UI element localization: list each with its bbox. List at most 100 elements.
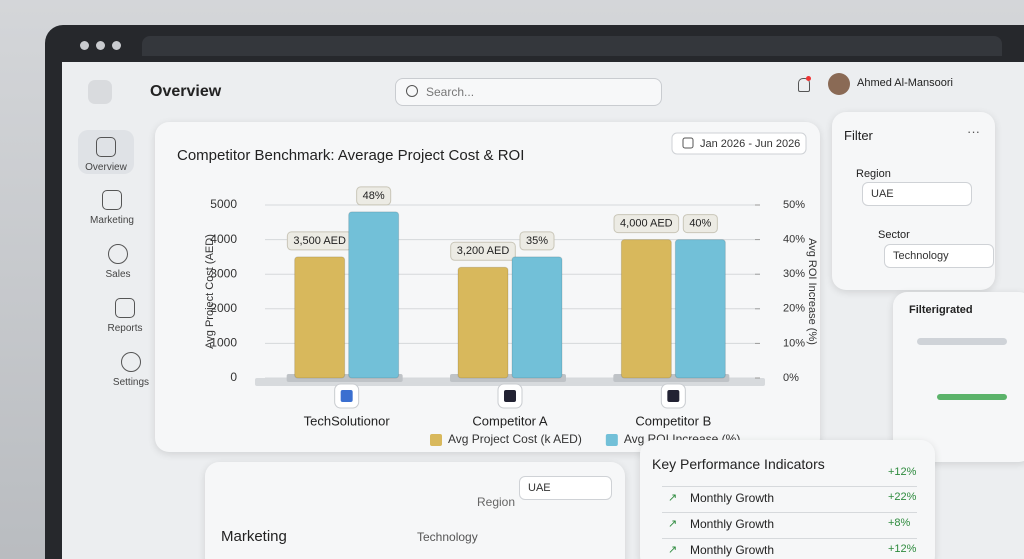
marketing-title: Marketing bbox=[221, 528, 287, 545]
nav-label: Reports bbox=[107, 323, 143, 334]
value-label: 3,500 AED bbox=[293, 235, 346, 247]
company-logo-mark bbox=[504, 390, 516, 402]
filter-card: Filter ··· Region UAE Sector Technology bbox=[832, 112, 995, 290]
bar bbox=[620, 239, 672, 379]
nav-icon bbox=[108, 244, 128, 264]
filter-title: Filter bbox=[844, 128, 873, 143]
value-label-bg bbox=[519, 231, 555, 251]
placeholder-bar bbox=[917, 338, 1007, 345]
value-label: 3,200 AED bbox=[457, 245, 510, 257]
kpi-value: +12% bbox=[888, 466, 917, 478]
nav-label: Settings bbox=[112, 377, 150, 388]
window-dot bbox=[80, 41, 89, 50]
nav-icon bbox=[121, 352, 141, 372]
y2-tick-label: 0% bbox=[783, 372, 799, 384]
y2-tick-label: 40% bbox=[783, 234, 805, 246]
avatar[interactable] bbox=[828, 73, 850, 95]
notification-dot bbox=[806, 76, 811, 81]
y-axis-label: Avg Project Cost (AED) bbox=[204, 234, 216, 349]
y-tick-label: 4000 bbox=[210, 232, 237, 246]
nav-icon bbox=[115, 298, 135, 318]
value-label: 35% bbox=[526, 235, 548, 247]
kpi-title: Key Performance Indicators bbox=[652, 456, 825, 472]
search-box[interactable]: Search... bbox=[395, 78, 662, 106]
kpi-row: ↗ Monthly Growth +12% bbox=[662, 538, 917, 559]
x-tick-label: TechSolutionor bbox=[304, 413, 391, 428]
nav-label: Marketing bbox=[90, 215, 134, 226]
nav-icon bbox=[96, 137, 116, 157]
value-label-group: 4,000 AED bbox=[613, 214, 680, 234]
y2-tick-label: 10% bbox=[783, 337, 805, 349]
legend-label: Avg Project Cost (k AED) bbox=[448, 432, 582, 446]
x-tick-label: Competitor A bbox=[472, 413, 547, 428]
bar bbox=[457, 266, 509, 379]
chart-title: Competitor Benchmark: Average Project Co… bbox=[177, 147, 524, 164]
marketing-card: Marketing Region UAE Technology bbox=[205, 462, 625, 559]
browser-tab-bar bbox=[142, 36, 1002, 56]
trend-icon: ↗ bbox=[668, 492, 678, 504]
kpi-row: ↗ Monthly Growth +8% bbox=[662, 512, 917, 535]
bar bbox=[511, 256, 563, 379]
value-label-group: 35% bbox=[519, 231, 555, 251]
logo bbox=[88, 80, 112, 104]
user-name[interactable]: Ahmed Al-Mansoori bbox=[857, 77, 953, 89]
y2-tick-label: 50% bbox=[783, 199, 805, 211]
y2-tick-label: 20% bbox=[783, 303, 805, 315]
kpi-value: +22% bbox=[888, 491, 917, 503]
y-tick-label: 2000 bbox=[210, 301, 237, 315]
kpi-label: Monthly Growth bbox=[690, 543, 775, 557]
legend-swatch bbox=[430, 434, 442, 446]
y-tick-label: 0 bbox=[230, 370, 237, 384]
search-placeholder: Search... bbox=[426, 85, 475, 99]
calendar-icon bbox=[682, 137, 694, 149]
trend-icon: ↗ bbox=[668, 544, 678, 556]
side-card-title: Filterigrated bbox=[909, 304, 973, 316]
y2-axis-label: Avg ROI Increase (%) bbox=[806, 238, 818, 345]
y-tick-label: 3000 bbox=[210, 266, 237, 280]
nav-item[interactable]: Marketing bbox=[77, 190, 147, 226]
company-logo-mark bbox=[340, 390, 353, 402]
sector-select[interactable]: Technology bbox=[884, 244, 994, 268]
nav-label: Overview bbox=[85, 162, 127, 173]
page-title: Overview bbox=[150, 83, 222, 100]
value-label-bg bbox=[682, 214, 718, 234]
value-label-group: 3,500 AED bbox=[286, 231, 353, 251]
y-tick-label: 5000 bbox=[210, 197, 237, 211]
legend-swatch bbox=[605, 434, 618, 446]
more-menu[interactable]: ··· bbox=[967, 124, 980, 139]
placeholder-bar bbox=[937, 394, 1007, 400]
side-card: Filterigrated bbox=[893, 292, 1024, 462]
value-label-bg bbox=[450, 241, 516, 261]
value-label-group: 3,200 AED bbox=[450, 241, 516, 261]
company-logo-mark bbox=[667, 390, 680, 402]
x-tick-label: Competitor B bbox=[635, 413, 711, 428]
window-dot bbox=[112, 41, 121, 50]
kpi-label: Monthly Growth bbox=[690, 517, 775, 531]
date-range: Jan 2026 - Jun 2026 bbox=[700, 138, 800, 150]
window-dot bbox=[96, 41, 105, 50]
y2-tick-label: 30% bbox=[783, 268, 805, 280]
value-label: 48% bbox=[363, 190, 385, 202]
search-icon bbox=[406, 85, 418, 97]
bell-icon[interactable] bbox=[798, 78, 810, 92]
bar bbox=[674, 239, 726, 379]
nav-item[interactable]: Settings bbox=[96, 352, 166, 388]
kpi-value: +12% bbox=[888, 543, 917, 555]
nav-icon bbox=[102, 190, 122, 210]
kpi-label: Monthly Growth bbox=[690, 491, 775, 505]
nav-item[interactable]: Overview bbox=[71, 137, 141, 173]
bar bbox=[294, 256, 346, 379]
nav-item[interactable]: Reports bbox=[90, 298, 160, 334]
nav-label: Sales bbox=[105, 269, 131, 280]
region-select[interactable]: UAE bbox=[862, 182, 972, 206]
kpi-card: Key Performance Indicators +12% ↗ Monthly… bbox=[640, 440, 935, 559]
marketing-sector: Technology bbox=[417, 530, 478, 544]
value-label-group: 48% bbox=[356, 186, 392, 206]
region-select[interactable]: UAE bbox=[519, 476, 612, 500]
nav-item[interactable]: Sales bbox=[83, 244, 153, 280]
trend-icon: ↗ bbox=[668, 518, 678, 530]
value-label-group: 40% bbox=[682, 214, 718, 234]
kpi-row: ↗ Monthly Growth +22% bbox=[662, 486, 917, 509]
